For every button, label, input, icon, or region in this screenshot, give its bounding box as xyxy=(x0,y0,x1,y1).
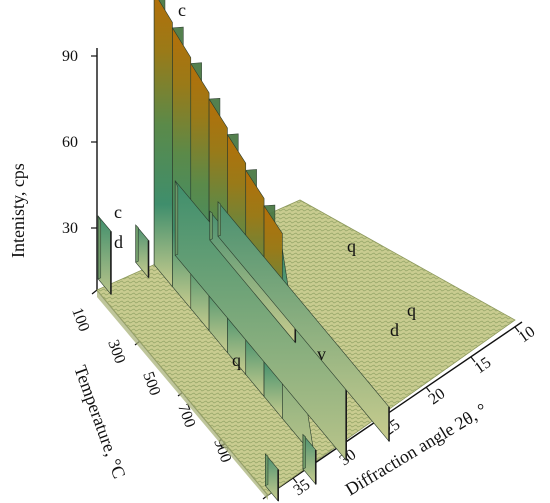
angle-tick-mark-20 xyxy=(425,386,431,393)
peak-label-d-left: d xyxy=(114,232,123,252)
z-axis-ticks: 30 60 90 xyxy=(62,48,97,237)
temp-tick-mark-100 xyxy=(91,289,98,295)
angle-tick-mark-35 xyxy=(292,477,298,484)
peaks-layer xyxy=(97,0,390,502)
z-tick-label-90: 90 xyxy=(62,48,78,65)
angle-tick-label-10: 10 xyxy=(516,323,539,346)
angle-tick-label-15: 15 xyxy=(472,354,495,377)
peak-label-d-right: d xyxy=(390,320,399,340)
peak-label-q-right: q xyxy=(407,300,416,320)
peak-label-q-center: q xyxy=(347,236,356,256)
temperature-axis-label: Temperature, °C xyxy=(70,363,129,482)
ridge-side-c-1 xyxy=(97,215,102,280)
peak-labels: c c d q q d q v xyxy=(114,0,416,370)
angle-tick-mark-10 xyxy=(514,326,520,333)
z-tick-label-60: 60 xyxy=(62,134,78,151)
angle-tick-mark-15 xyxy=(470,356,476,363)
ridge-side-d-5 xyxy=(209,210,213,241)
peak-label-c-left: c xyxy=(114,202,122,222)
peak-label-v: v xyxy=(317,344,326,364)
angle-tick-label-20: 20 xyxy=(426,385,449,408)
z-tick-label-30: 30 xyxy=(62,220,78,237)
ridge-side-q-4 xyxy=(217,201,221,237)
angle-tick-label-35: 35 xyxy=(291,476,314,499)
temperature-axis-ticks: 100 300 500 700 900 xyxy=(68,289,269,500)
ridge-side-q-3 xyxy=(174,180,179,256)
peak-label-c-main: c xyxy=(178,0,186,20)
temp-tick-label-300: 300 xyxy=(104,338,128,366)
z-axis-label: Intenisty, cps xyxy=(8,163,28,258)
temp-tick-label-100: 100 xyxy=(68,306,92,334)
ridge-side-q-6 xyxy=(265,453,269,487)
ridge-side-d-2 xyxy=(135,224,139,263)
peak-label-q-front: q xyxy=(232,350,241,370)
ridge-side-v-7 xyxy=(302,433,306,470)
temp-tick-label-500: 500 xyxy=(139,370,163,398)
surface-front-wall xyxy=(97,290,268,500)
ridge-c-slab-0 xyxy=(153,0,173,288)
